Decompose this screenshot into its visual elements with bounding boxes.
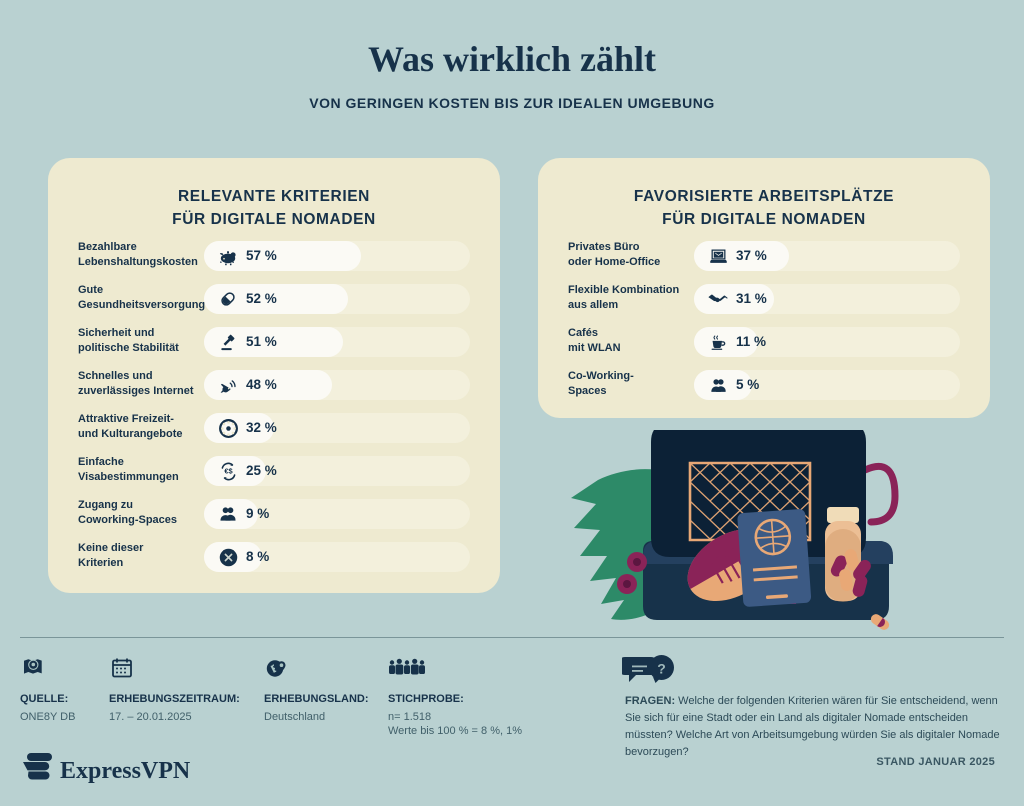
svg-text:ExpressVPN: ExpressVPN — [60, 758, 191, 784]
svg-text:€$: €$ — [224, 466, 233, 475]
svg-text:?: ? — [657, 660, 666, 676]
